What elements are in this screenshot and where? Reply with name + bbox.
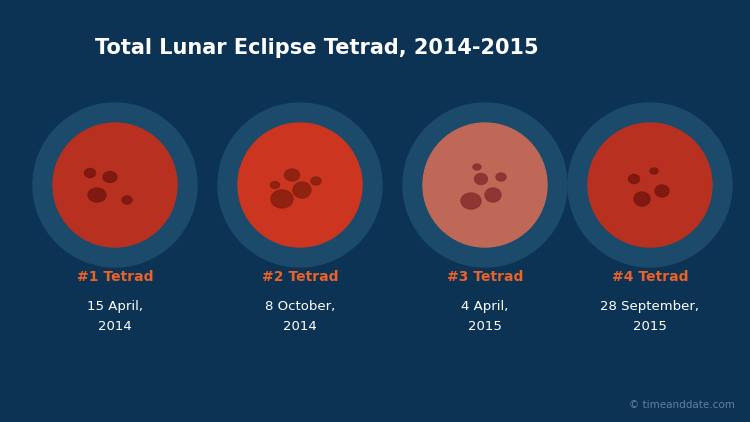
Ellipse shape xyxy=(461,193,481,209)
Ellipse shape xyxy=(88,188,106,202)
Circle shape xyxy=(568,103,732,267)
Text: 28 September,: 28 September, xyxy=(601,300,700,313)
Ellipse shape xyxy=(475,173,488,184)
Ellipse shape xyxy=(122,196,132,204)
Circle shape xyxy=(238,123,362,247)
Text: 2014: 2014 xyxy=(284,320,316,333)
Text: #4 Tetrad: #4 Tetrad xyxy=(612,270,689,284)
Circle shape xyxy=(588,123,712,247)
Ellipse shape xyxy=(85,168,95,178)
Text: #1 Tetrad: #1 Tetrad xyxy=(76,270,153,284)
Ellipse shape xyxy=(496,173,506,181)
Text: 2015: 2015 xyxy=(633,320,667,333)
Text: #3 Tetrad: #3 Tetrad xyxy=(447,270,524,284)
Ellipse shape xyxy=(311,177,321,185)
Text: 2015: 2015 xyxy=(468,320,502,333)
Ellipse shape xyxy=(473,164,481,170)
Circle shape xyxy=(53,123,177,247)
Text: 15 April,: 15 April, xyxy=(87,300,143,313)
Text: © timeanddate.com: © timeanddate.com xyxy=(629,400,735,410)
Ellipse shape xyxy=(103,171,117,182)
Ellipse shape xyxy=(655,185,669,197)
Ellipse shape xyxy=(485,188,501,202)
Ellipse shape xyxy=(271,190,293,208)
Text: #2 Tetrad: #2 Tetrad xyxy=(262,270,338,284)
Ellipse shape xyxy=(284,169,299,181)
Text: 8 October,: 8 October, xyxy=(265,300,335,313)
Text: Total Lunar Eclipse Tetrad, 2014-2015: Total Lunar Eclipse Tetrad, 2014-2015 xyxy=(95,38,538,58)
Circle shape xyxy=(403,103,567,267)
Ellipse shape xyxy=(293,182,311,198)
Ellipse shape xyxy=(271,181,280,189)
Circle shape xyxy=(33,103,197,267)
Ellipse shape xyxy=(634,192,650,206)
Circle shape xyxy=(423,123,547,247)
Text: 4 April,: 4 April, xyxy=(461,300,509,313)
Ellipse shape xyxy=(650,168,658,174)
Text: 2014: 2014 xyxy=(98,320,132,333)
Ellipse shape xyxy=(628,175,640,184)
Circle shape xyxy=(218,103,382,267)
